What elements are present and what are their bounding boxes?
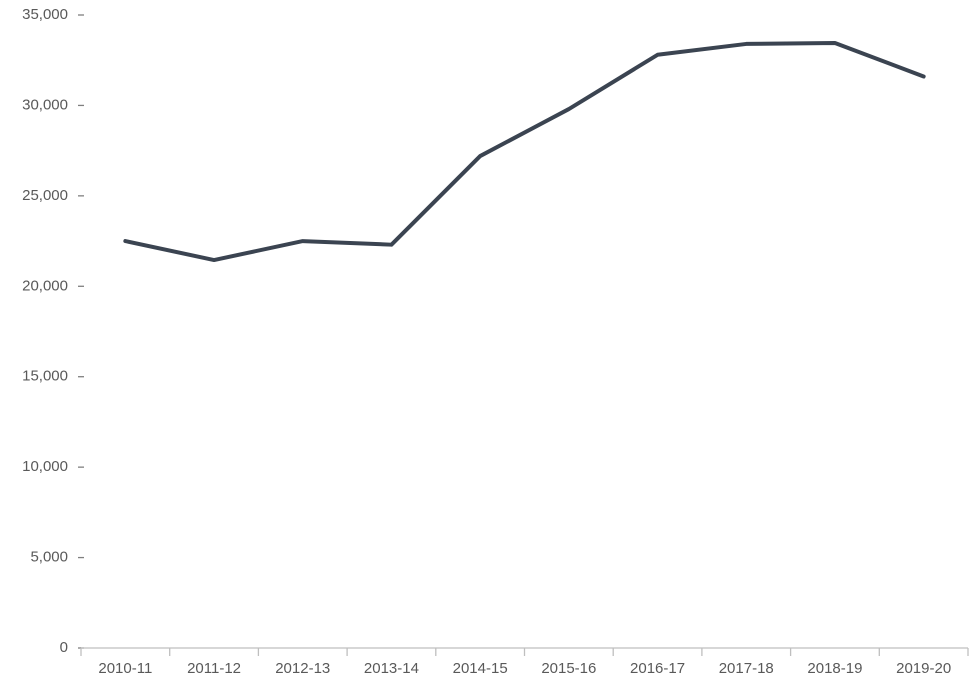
y-tick-label: 20,000: [22, 277, 68, 294]
y-tick-label: 10,000: [22, 458, 68, 475]
x-tick-label: 2010-11: [98, 660, 152, 677]
y-tick-label: 35,000: [22, 6, 68, 23]
x-tick-label: 2017-18: [719, 660, 774, 677]
y-tick-label: 30,000: [22, 96, 68, 113]
x-tick-label: 2011-12: [187, 660, 241, 677]
y-tick-label: 15,000: [22, 368, 68, 385]
x-tick-label: 2019-20: [896, 660, 951, 677]
x-tick-label: 2015-16: [541, 660, 596, 677]
y-tick-label: 5,000: [30, 549, 68, 566]
y-tick-label: 25,000: [22, 187, 68, 204]
x-tick-label: 2018-19: [807, 660, 862, 677]
y-tick-label: 0: [60, 639, 68, 656]
x-tick-label: 2014-15: [453, 660, 508, 677]
x-tick-label: 2013-14: [364, 660, 419, 677]
data-line: [123, 41, 926, 263]
x-tick-label: 2016-17: [630, 660, 685, 677]
x-tick-label: 2012-13: [275, 660, 330, 677]
